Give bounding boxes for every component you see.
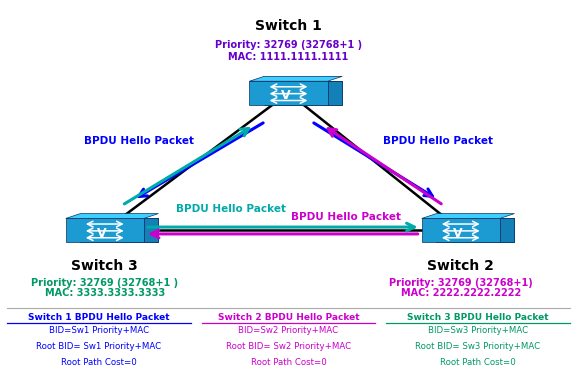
Text: Root BID= Sw3 Priority+MAC: Root BID= Sw3 Priority+MAC [415,342,541,351]
Text: BPDU Hello Packet: BPDU Hello Packet [84,136,194,146]
Polygon shape [422,214,515,218]
Text: Switch 3: Switch 3 [72,259,138,273]
Polygon shape [500,218,515,242]
Text: Switch 2: Switch 2 [428,259,494,273]
Text: BPDU Hello Packet: BPDU Hello Packet [291,212,401,222]
Text: Switch 1 BPDU Hello Packet: Switch 1 BPDU Hello Packet [28,313,170,322]
Polygon shape [422,218,500,242]
Polygon shape [328,81,342,104]
Text: Switch 2 BPDU Hello Packet: Switch 2 BPDU Hello Packet [218,313,359,322]
Text: Switch 1: Switch 1 [255,19,322,33]
Text: V: V [97,227,107,240]
Text: Priority: 32769 (32768+1 ): Priority: 32769 (32768+1 ) [31,278,178,288]
Text: Root Path Cost=0: Root Path Cost=0 [61,358,137,367]
Text: BID=Sw2 Priority+MAC: BID=Sw2 Priority+MAC [238,326,339,335]
Text: MAC: 3333.3333.3333: MAC: 3333.3333.3333 [44,288,165,298]
Polygon shape [66,218,144,242]
Text: Switch 3 BPDU Hello Packet: Switch 3 BPDU Hello Packet [407,313,549,322]
Text: BID=Sw1 Priority+MAC: BID=Sw1 Priority+MAC [49,326,149,335]
Text: Priority: 32769 (32768+1): Priority: 32769 (32768+1) [389,278,533,288]
Text: Root Path Cost=0: Root Path Cost=0 [250,358,327,367]
Text: Root BID= Sw1 Priority+MAC: Root BID= Sw1 Priority+MAC [36,342,162,351]
Text: Root BID= Sw2 Priority+MAC: Root BID= Sw2 Priority+MAC [226,342,351,351]
Polygon shape [249,76,342,81]
Text: BID=Sw3 Priority+MAC: BID=Sw3 Priority+MAC [428,326,528,335]
Polygon shape [144,218,159,242]
Polygon shape [249,81,328,104]
Polygon shape [66,214,159,218]
Text: Root Path Cost=0: Root Path Cost=0 [440,358,516,367]
Polygon shape [436,218,515,242]
Text: Priority: 32769 (32768+1 ): Priority: 32769 (32768+1 ) [215,40,362,50]
Text: V: V [281,89,290,102]
Text: V: V [453,227,463,240]
Polygon shape [264,81,342,104]
Text: MAC: 2222.2222.2222: MAC: 2222.2222.2222 [400,288,521,298]
Text: BPDU Hello Packet: BPDU Hello Packet [176,204,286,214]
Polygon shape [80,218,159,242]
Text: MAC: 1111.1111.1111: MAC: 1111.1111.1111 [228,52,349,62]
Text: BPDU Hello Packet: BPDU Hello Packet [383,136,493,146]
